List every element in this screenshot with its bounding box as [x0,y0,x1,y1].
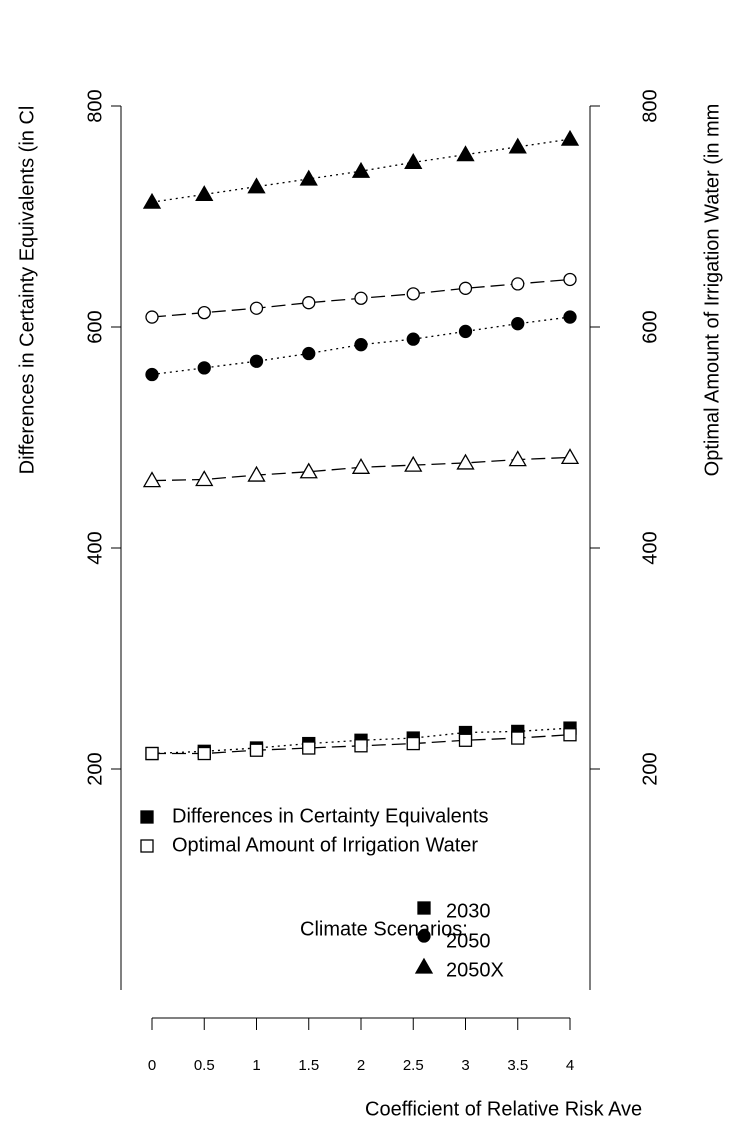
data-point [351,458,371,474]
data-point [560,448,580,465]
data-point [249,743,264,757]
legend-marker [140,810,154,824]
data-point [142,471,162,488]
data-point [406,736,420,751]
data-point [563,272,577,287]
legend-label: 2050 [446,930,491,952]
data-point [563,310,577,324]
y-axis-title: Differences in Certainty Equivalents (in… [16,106,38,475]
x-tick-label: 0 [148,1057,156,1074]
data-point [302,296,316,310]
data-point [249,301,264,315]
data-point [145,367,159,382]
data-point [406,287,420,301]
y2-axis-title: Optimal Amount of Irrigation Water (in m… [701,104,723,477]
x-tick-label: 2 [357,1057,365,1074]
y-tick-label: 800 [84,89,106,122]
data-point [354,291,368,305]
x-axis-title: Coefficient of Relative Risk Ave [365,1098,642,1120]
legend-title: Climate Scenarios: [300,918,468,940]
data-point [354,338,368,352]
data-point [197,746,211,761]
legend-marker [417,929,431,943]
data-point [299,462,318,479]
y-tick-label: 400 [84,531,106,564]
data-point [458,324,473,339]
legend-marker [417,901,431,915]
data-point [302,741,316,755]
data-point [247,465,266,482]
data-point [404,153,423,170]
data-point [456,145,475,162]
data-point [508,137,527,154]
legend-label: 2030 [446,900,491,922]
x-tick-label: 1.5 [298,1057,319,1074]
legend-label: Optimal Amount of Irrigation Water [172,834,478,856]
x-tick-label: 3.5 [507,1057,528,1074]
data-point [511,731,525,745]
data-point [249,354,264,368]
legend-marker [414,957,434,974]
y-tick-label: 200 [84,752,106,785]
data-point [458,733,473,747]
data-point [299,169,318,186]
x-tick-label: 4 [566,1057,574,1074]
data-point [351,161,371,178]
data-point [563,728,577,742]
data-point [247,177,266,194]
y2-tick-label: 400 [639,531,661,564]
legend-marker [140,839,154,853]
legend-label: 2050X [446,959,504,981]
data-point [197,305,211,320]
data-point [145,746,159,761]
x-tick-label: 1 [252,1057,260,1074]
data-point [142,192,162,209]
data-point [195,185,214,202]
data-point [404,455,423,472]
data-point [302,346,316,361]
x-tick-label: 3 [461,1057,469,1074]
y2-tick-label: 600 [639,310,661,343]
data-point [560,129,580,146]
data-point [456,453,475,470]
data-point [508,450,527,467]
y-tick-label: 600 [84,310,106,343]
y2-tick-label: 800 [639,89,661,122]
x-tick-label: 0.5 [194,1057,215,1074]
data-point [354,739,368,753]
data-point [406,332,420,346]
x-tick-label: 2.5 [403,1057,424,1074]
data-point [458,281,473,295]
data-point [511,317,525,331]
data-point [195,470,214,487]
y2-tick-label: 200 [639,752,661,785]
series-line [151,727,571,755]
data-point [511,277,525,291]
data-point [145,310,159,324]
data-point [197,361,211,375]
legend-label: Differences in Certainty Equivalents [172,805,488,827]
